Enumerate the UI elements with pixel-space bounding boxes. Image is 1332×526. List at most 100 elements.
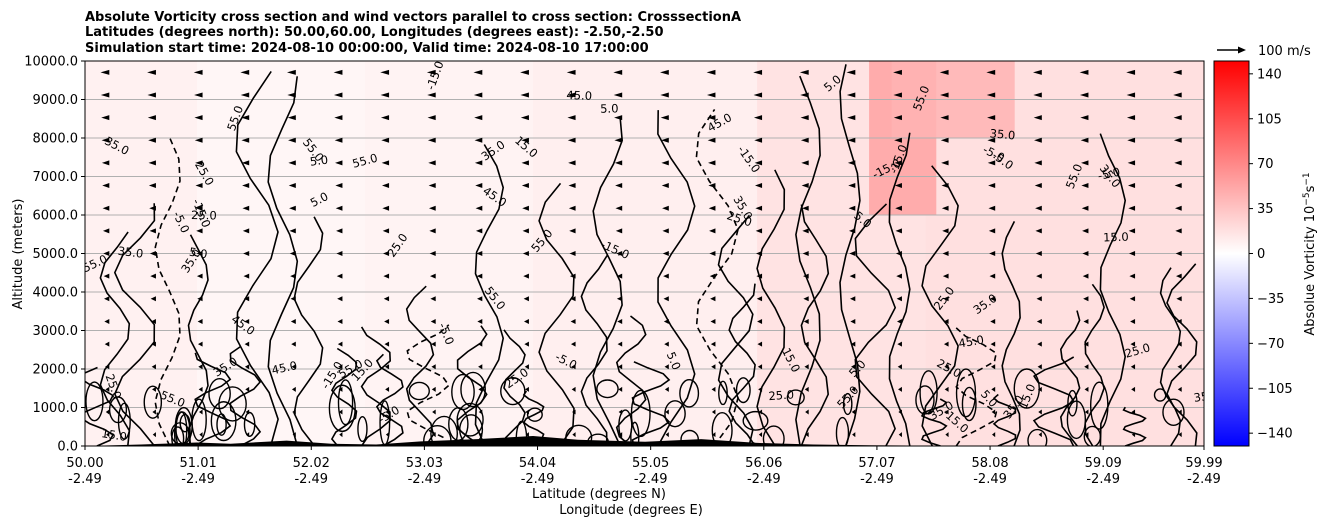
- wind-vector-27: [149, 205, 156, 211]
- wind-vector-326: [990, 364, 996, 370]
- chart-title: Absolute Vorticity cross section and win…: [85, 10, 741, 56]
- wind-vector-389: [1126, 92, 1136, 98]
- wind-vector-309: [944, 364, 949, 370]
- wind-vector-332: [988, 228, 996, 234]
- wind-vector-152: [473, 69, 483, 75]
- wind-vector-296: [896, 273, 902, 279]
- wind-vector-139: [478, 364, 483, 370]
- contour-loop-20: [456, 402, 484, 437]
- contour-loop-42: [460, 371, 486, 408]
- contour-loop-19: [742, 410, 769, 431]
- wind-vector-73: [290, 318, 296, 324]
- wind-vector-48: [194, 115, 203, 121]
- wind-vector-223: [711, 386, 716, 392]
- wind-vector-347: [1036, 273, 1042, 279]
- wind-vector-239: [758, 409, 763, 415]
- wind-vector-312: [943, 296, 949, 302]
- title-line-1: Absolute Vorticity cross section and win…: [85, 10, 741, 25]
- x-tick-lat-6: 56.06: [745, 456, 782, 471]
- terrain-silhouette: [85, 436, 1204, 446]
- contour-loop-39: [919, 370, 938, 415]
- contour-line-19: [538, 182, 575, 446]
- wind-vector-147: [475, 183, 483, 189]
- wind-vector-228: [709, 273, 716, 279]
- wind-vector-185: [567, 92, 576, 98]
- wind-vector-168: [520, 92, 529, 98]
- contour-line-31: [839, 64, 861, 446]
- wind-vector-254: [753, 69, 763, 75]
- contour-loop-32: [430, 415, 459, 446]
- wind-vector-174: [570, 341, 576, 347]
- wind-vector-50: [193, 69, 203, 75]
- wind-vector-92: [336, 273, 343, 279]
- contour-loop-33: [961, 386, 977, 422]
- wind-vector-251: [754, 137, 763, 143]
- wind-vector-361: [1083, 341, 1089, 347]
- wind-vector-190: [617, 364, 623, 370]
- wind-vector-334: [988, 183, 996, 189]
- contour-line-16: [474, 144, 505, 446]
- wind-vector-338: [986, 92, 996, 98]
- contour-line-20: [580, 255, 608, 446]
- wind-vector-56: [244, 318, 250, 324]
- wind-vector-121: [431, 386, 436, 392]
- wind-vector-68: [292, 432, 296, 438]
- wind-vector-216: [661, 160, 669, 166]
- wind-vector-149: [474, 137, 483, 143]
- contour-loop-53: [408, 381, 430, 401]
- wind-vector-156: [524, 364, 529, 370]
- wind-vector-267: [801, 160, 809, 166]
- x-tick-lon-9: -2.49: [1086, 472, 1120, 487]
- wind-vector-154: [525, 409, 529, 415]
- wind-vector-61: [242, 205, 250, 211]
- wind-vector-3: [105, 364, 110, 370]
- wind-vector-263: [802, 251, 809, 256]
- contour-label-55: 35.0: [989, 126, 1016, 142]
- y-tick-label-2: 2000.0: [33, 363, 79, 378]
- wind-vector-194: [616, 273, 623, 279]
- wind-vector-396: [1176, 318, 1182, 324]
- wind-vector-402: [1174, 183, 1182, 189]
- contour-loop-57: [179, 413, 191, 433]
- contour-line-38: [1001, 221, 1021, 446]
- contour-loop-26: [1027, 428, 1048, 446]
- wind-vector-72: [291, 341, 296, 347]
- wind-vector-178: [569, 251, 576, 256]
- wind-vector-32: [147, 92, 156, 98]
- colorbar-tick-label-7: −105: [1257, 382, 1293, 397]
- wind-vector-2: [105, 386, 110, 392]
- wind-vector-357: [1085, 432, 1089, 438]
- wind-vector-161: [522, 251, 529, 256]
- y-tick-label-10: 10000.0: [24, 55, 78, 70]
- wind-vector-64: [241, 137, 250, 143]
- wind-vector-180: [568, 205, 576, 211]
- wind-vector-86: [338, 409, 343, 415]
- wind-vector-78: [289, 205, 296, 211]
- x-tick-lon-4: -2.49: [521, 472, 555, 487]
- wind-vector-245: [756, 273, 763, 279]
- wind-vector-206: [664, 386, 669, 392]
- wind-vector-278: [850, 296, 856, 302]
- wind-vector-14: [101, 115, 110, 121]
- contour-line-27: [728, 283, 756, 446]
- wind-vector-22: [150, 318, 156, 324]
- wind-vector-400: [1175, 228, 1182, 234]
- contour-line-5: [194, 352, 232, 446]
- wind-vector-217: [661, 137, 669, 143]
- wind-vector-291: [898, 386, 902, 392]
- wind-vector-69: [292, 409, 296, 415]
- contour-loop-38: [173, 411, 191, 446]
- wind-vector-132: [427, 137, 436, 143]
- wind-vector-209: [663, 318, 669, 324]
- wind-vector-7: [103, 273, 110, 279]
- wind-vector-314: [942, 251, 949, 256]
- wind-vector-252: [753, 115, 763, 121]
- contour-loop-51: [718, 380, 728, 406]
- wind-vector-264: [802, 228, 809, 234]
- wind-vector-276: [850, 341, 856, 347]
- wind-vector-289: [898, 432, 902, 438]
- wind-vector-222: [711, 409, 716, 415]
- wind-vector-316: [941, 205, 949, 211]
- wind-vector-364: [1082, 273, 1089, 279]
